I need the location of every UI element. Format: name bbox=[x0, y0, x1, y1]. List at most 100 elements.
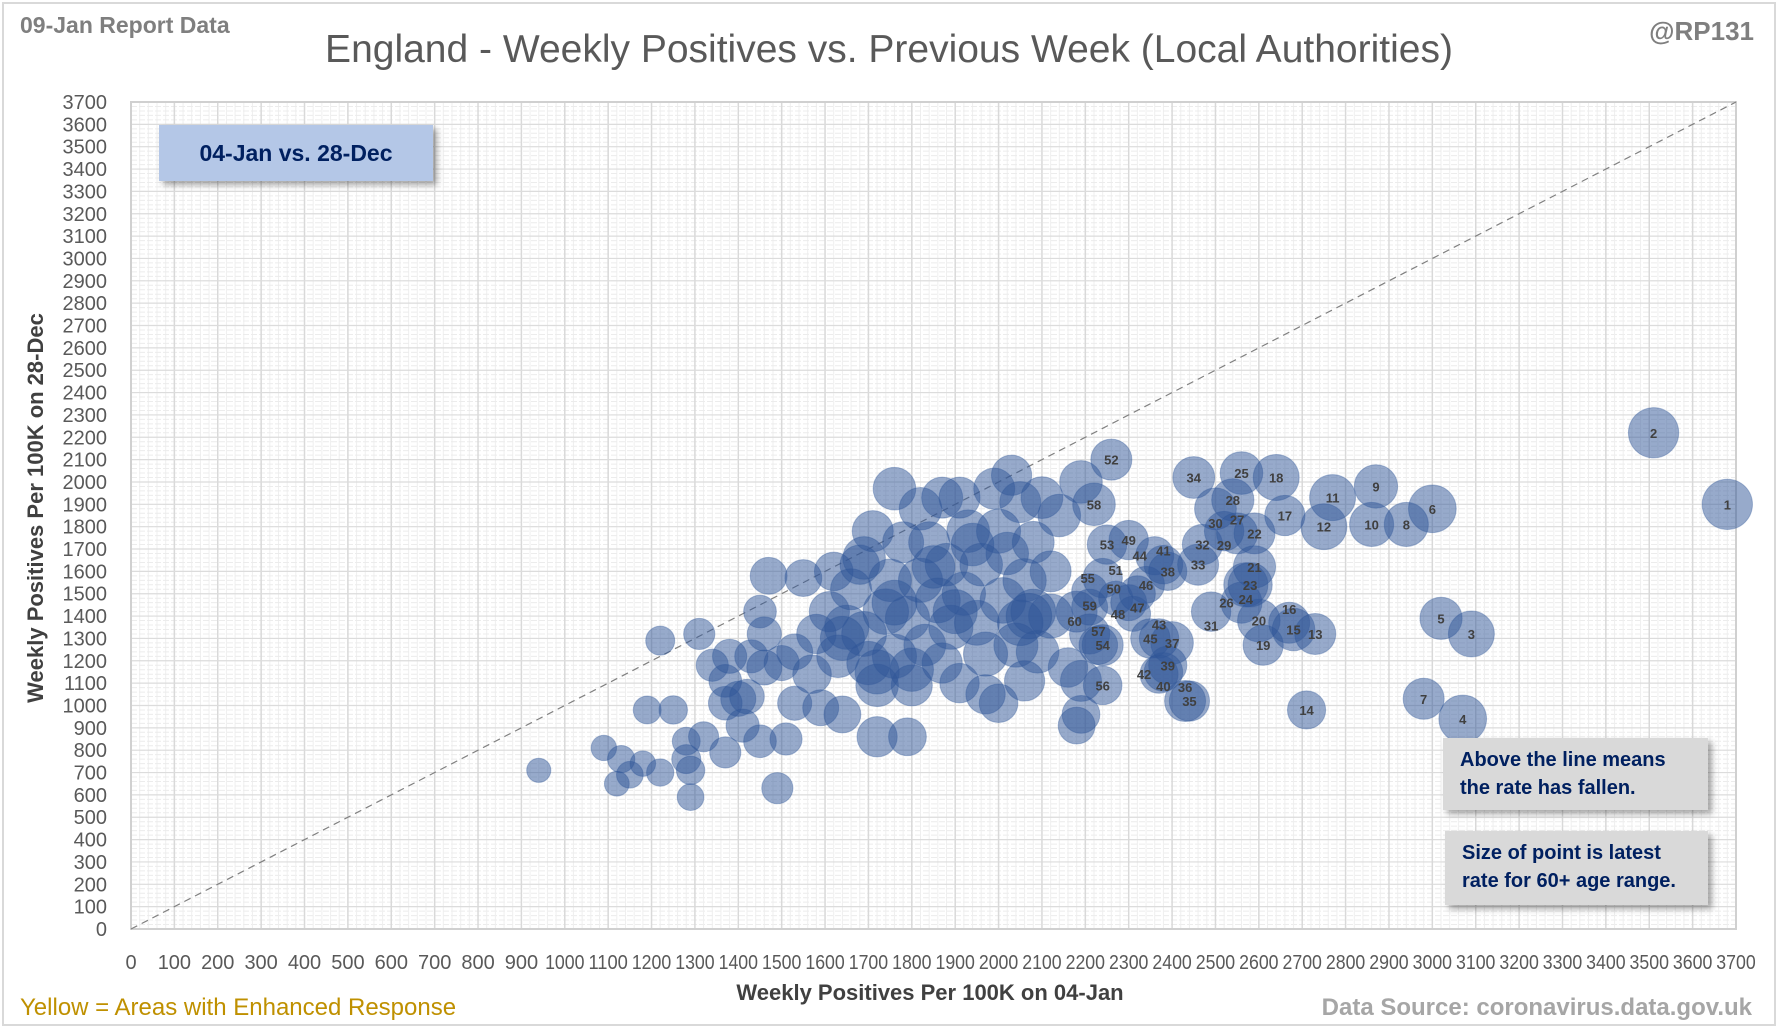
bubble-label: 24 bbox=[1239, 592, 1254, 607]
y-tick-label: 2700 bbox=[63, 316, 108, 338]
y-tick-label: 600 bbox=[74, 785, 107, 807]
x-tick-label: 600 bbox=[375, 952, 408, 974]
bubble-point bbox=[871, 579, 918, 626]
x-tick-label: 3600 bbox=[1673, 952, 1712, 974]
x-tick-label: 700 bbox=[418, 952, 451, 974]
bubble-label: 9 bbox=[1372, 479, 1379, 494]
bubble-point bbox=[761, 772, 794, 805]
y-tick-label: 3000 bbox=[63, 248, 108, 270]
y-tick-label: 2900 bbox=[63, 271, 108, 293]
y-tick-label: 400 bbox=[74, 830, 107, 852]
bubble-label: 1 bbox=[1724, 497, 1731, 512]
bubble-label: 16 bbox=[1282, 602, 1296, 617]
bubble-label: 40 bbox=[1156, 679, 1170, 694]
x-tick-label: 300 bbox=[244, 952, 277, 974]
point-size-note: Size of point is latest rate for 60+ age… bbox=[1445, 831, 1708, 905]
x-tick-label: 1700 bbox=[849, 952, 888, 974]
bubble-label: 12 bbox=[1317, 520, 1331, 535]
bubble-label: 7 bbox=[1420, 692, 1427, 707]
period-text: 04-Jan vs. 28-Dec bbox=[199, 139, 393, 166]
x-tick-label: 800 bbox=[461, 952, 494, 974]
x-tick-label: 0 bbox=[125, 952, 136, 974]
y-tick-label: 1700 bbox=[63, 539, 108, 561]
x-tick-label: 3100 bbox=[1456, 952, 1495, 974]
line-meaning-note: Above the line means the rate has fallen… bbox=[1443, 738, 1708, 810]
x-tick-label: 2000 bbox=[979, 952, 1018, 974]
y-tick-label: 3300 bbox=[63, 181, 108, 203]
bubble-point bbox=[842, 536, 886, 580]
y-tick-label: 2600 bbox=[63, 338, 108, 360]
y-tick-label: 1600 bbox=[63, 561, 108, 583]
x-tick-label: 3000 bbox=[1413, 952, 1452, 974]
bubble-label: 34 bbox=[1187, 471, 1202, 486]
bubble-label: 48 bbox=[1111, 607, 1125, 622]
bubble-label: 4 bbox=[1459, 712, 1467, 727]
x-tick-label: 2300 bbox=[1109, 952, 1148, 974]
bubble-point bbox=[658, 695, 688, 725]
bubble-label: 13 bbox=[1308, 627, 1322, 642]
x-tick-label: 2100 bbox=[1022, 952, 1061, 974]
period-callout: 04-Jan vs. 28-Dec bbox=[159, 125, 433, 181]
y-tick-label: 2000 bbox=[63, 472, 108, 494]
y-tick-label: 2100 bbox=[63, 450, 108, 472]
y-tick-label: 3700 bbox=[63, 92, 108, 114]
x-axis-label: Weekly Positives Per 100K on 04-Jan bbox=[736, 980, 1124, 1005]
bubble-point-34 bbox=[1172, 456, 1216, 499]
author-handle: @RP131 bbox=[1649, 16, 1754, 46]
bubble-label: 55 bbox=[1080, 571, 1094, 586]
y-tick-label: 1300 bbox=[63, 628, 108, 650]
bubble-point-56 bbox=[1082, 665, 1123, 706]
bubble-label: 8 bbox=[1403, 517, 1410, 532]
x-tick-label: 2400 bbox=[1152, 952, 1191, 974]
x-tick-label: 3500 bbox=[1630, 952, 1669, 974]
bubble-label: 53 bbox=[1100, 538, 1114, 553]
x-tick-label: 1200 bbox=[632, 952, 671, 974]
bubble-point-37 bbox=[1150, 621, 1194, 665]
bubble-label: 42 bbox=[1137, 667, 1151, 682]
y-axis-label: Weekly Positives Per 100K on 28-Dec bbox=[23, 313, 48, 703]
x-tick-label: 1900 bbox=[935, 952, 974, 974]
bubble-point-52 bbox=[1090, 438, 1133, 481]
bubble-label: 3 bbox=[1468, 627, 1475, 642]
x-tick-label: 2800 bbox=[1326, 952, 1365, 974]
y-tick-label: 1900 bbox=[63, 494, 108, 516]
bubble-point bbox=[729, 678, 765, 715]
y-tick-label: 1500 bbox=[63, 584, 108, 606]
y-tick-label: 1800 bbox=[63, 517, 108, 539]
bubble-point bbox=[709, 736, 742, 769]
bubble-label: 37 bbox=[1165, 636, 1179, 651]
x-tick-label: 2600 bbox=[1239, 952, 1278, 974]
bubble-point bbox=[688, 721, 720, 753]
bubble-label: 46 bbox=[1139, 578, 1153, 593]
y-tick-label: 700 bbox=[74, 763, 107, 785]
bubble-point-6 bbox=[1408, 484, 1457, 534]
y-tick-label: 300 bbox=[74, 852, 107, 874]
x-tick-label: 1000 bbox=[545, 952, 584, 974]
bubble-label: 50 bbox=[1106, 582, 1120, 597]
x-tick-label: 100 bbox=[158, 952, 191, 974]
bubble-point bbox=[889, 647, 934, 692]
bubble-point-1 bbox=[1701, 478, 1753, 530]
bubble-label: 41 bbox=[1156, 544, 1170, 559]
bubble-label: 22 bbox=[1247, 526, 1261, 541]
bubble-label: 58 bbox=[1087, 497, 1101, 512]
x-tick-label: 1400 bbox=[719, 952, 758, 974]
bubble-point bbox=[819, 615, 865, 661]
bubble-point-9 bbox=[1353, 464, 1399, 509]
bubble-label: 18 bbox=[1269, 471, 1283, 486]
bubble-point bbox=[978, 683, 1019, 724]
bubble-label: 6 bbox=[1429, 502, 1436, 517]
bubble-label: 30 bbox=[1208, 516, 1222, 531]
note-line: Size of point is latest bbox=[1462, 842, 1661, 864]
x-tick-label: 2900 bbox=[1369, 952, 1408, 974]
bubble-point bbox=[675, 755, 706, 786]
bubble-label: 31 bbox=[1204, 619, 1218, 634]
bubble-point bbox=[932, 589, 978, 635]
bubble-point bbox=[632, 695, 662, 725]
bubble-label: 33 bbox=[1191, 558, 1205, 573]
bubble-point bbox=[526, 757, 552, 783]
x-tick-label: 1500 bbox=[762, 952, 801, 974]
bubble-point bbox=[676, 783, 705, 811]
bubble-label: 26 bbox=[1219, 596, 1233, 611]
